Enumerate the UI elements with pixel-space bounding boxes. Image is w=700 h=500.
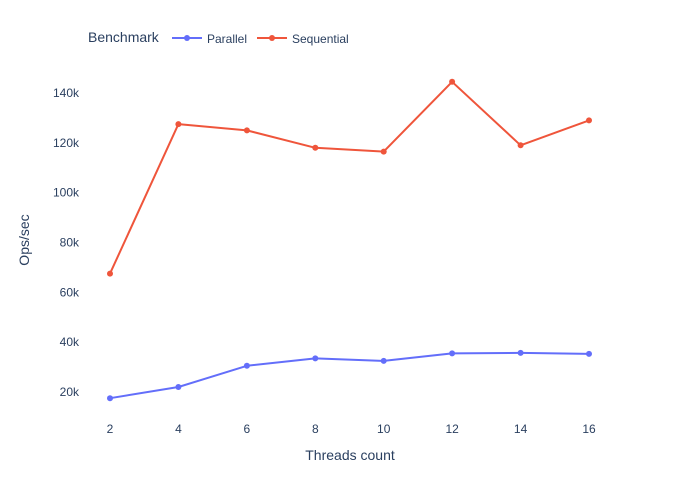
data-point-sequential — [175, 121, 182, 128]
x-axis-title: Threads count — [305, 447, 395, 463]
x-tick-label: 4 — [175, 422, 182, 436]
data-point-parallel — [449, 350, 456, 357]
y-tick-label: 40k — [60, 335, 80, 349]
x-tick-label: 2 — [107, 422, 114, 436]
y-tick-label: 100k — [53, 186, 80, 200]
x-tick-label: 8 — [312, 422, 319, 436]
x-tick-label: 12 — [445, 422, 459, 436]
legend[interactable]: Benchmark Parallel Sequential — [88, 29, 349, 46]
series-layer — [107, 78, 592, 402]
x-tick-label: 14 — [514, 422, 528, 436]
data-point-sequential — [107, 270, 113, 277]
data-point-sequential — [586, 117, 592, 124]
x-tick-label: 16 — [582, 422, 596, 436]
x-tick-label: 10 — [377, 422, 391, 436]
legend-item-sequential[interactable]: Sequential — [257, 32, 349, 46]
data-point-parallel — [175, 384, 182, 390]
y-axis-ticks: 20k 40k 60k 80k 100k 120k 140k — [53, 86, 80, 399]
series-parallel — [107, 349, 592, 402]
data-point-parallel — [312, 355, 319, 362]
data-point-parallel — [586, 350, 592, 357]
legend-label-sequential: Sequential — [292, 32, 349, 46]
legend-label-parallel: Parallel — [207, 32, 247, 46]
data-point-sequential — [517, 142, 524, 149]
data-point-parallel — [107, 395, 113, 402]
data-point-parallel — [243, 362, 250, 369]
y-tick-label: 60k — [60, 285, 80, 299]
legend-item-parallel[interactable]: Parallel — [172, 32, 247, 46]
legend-marker-parallel — [184, 35, 190, 41]
y-tick-label: 80k — [60, 236, 80, 250]
data-point-sequential — [243, 127, 250, 134]
series-line-parallel — [109, 351, 590, 400]
data-point-parallel — [380, 357, 387, 364]
y-tick-label: 120k — [53, 136, 80, 150]
data-point-sequential — [449, 78, 456, 85]
data-point-sequential — [380, 148, 387, 155]
y-axis-title: Ops/sec — [16, 214, 32, 265]
y-tick-label: 140k — [53, 86, 80, 100]
x-axis-ticks: 2 4 6 8 10 12 14 16 — [107, 422, 596, 436]
data-point-sequential — [312, 144, 319, 151]
legend-marker-sequential — [269, 35, 275, 41]
legend-title: Benchmark — [88, 29, 160, 45]
data-point-parallel — [517, 349, 524, 356]
x-tick-label: 6 — [244, 422, 251, 436]
series-sequential — [107, 78, 592, 277]
series-line-sequential — [109, 80, 590, 275]
y-tick-label: 20k — [60, 385, 80, 399]
